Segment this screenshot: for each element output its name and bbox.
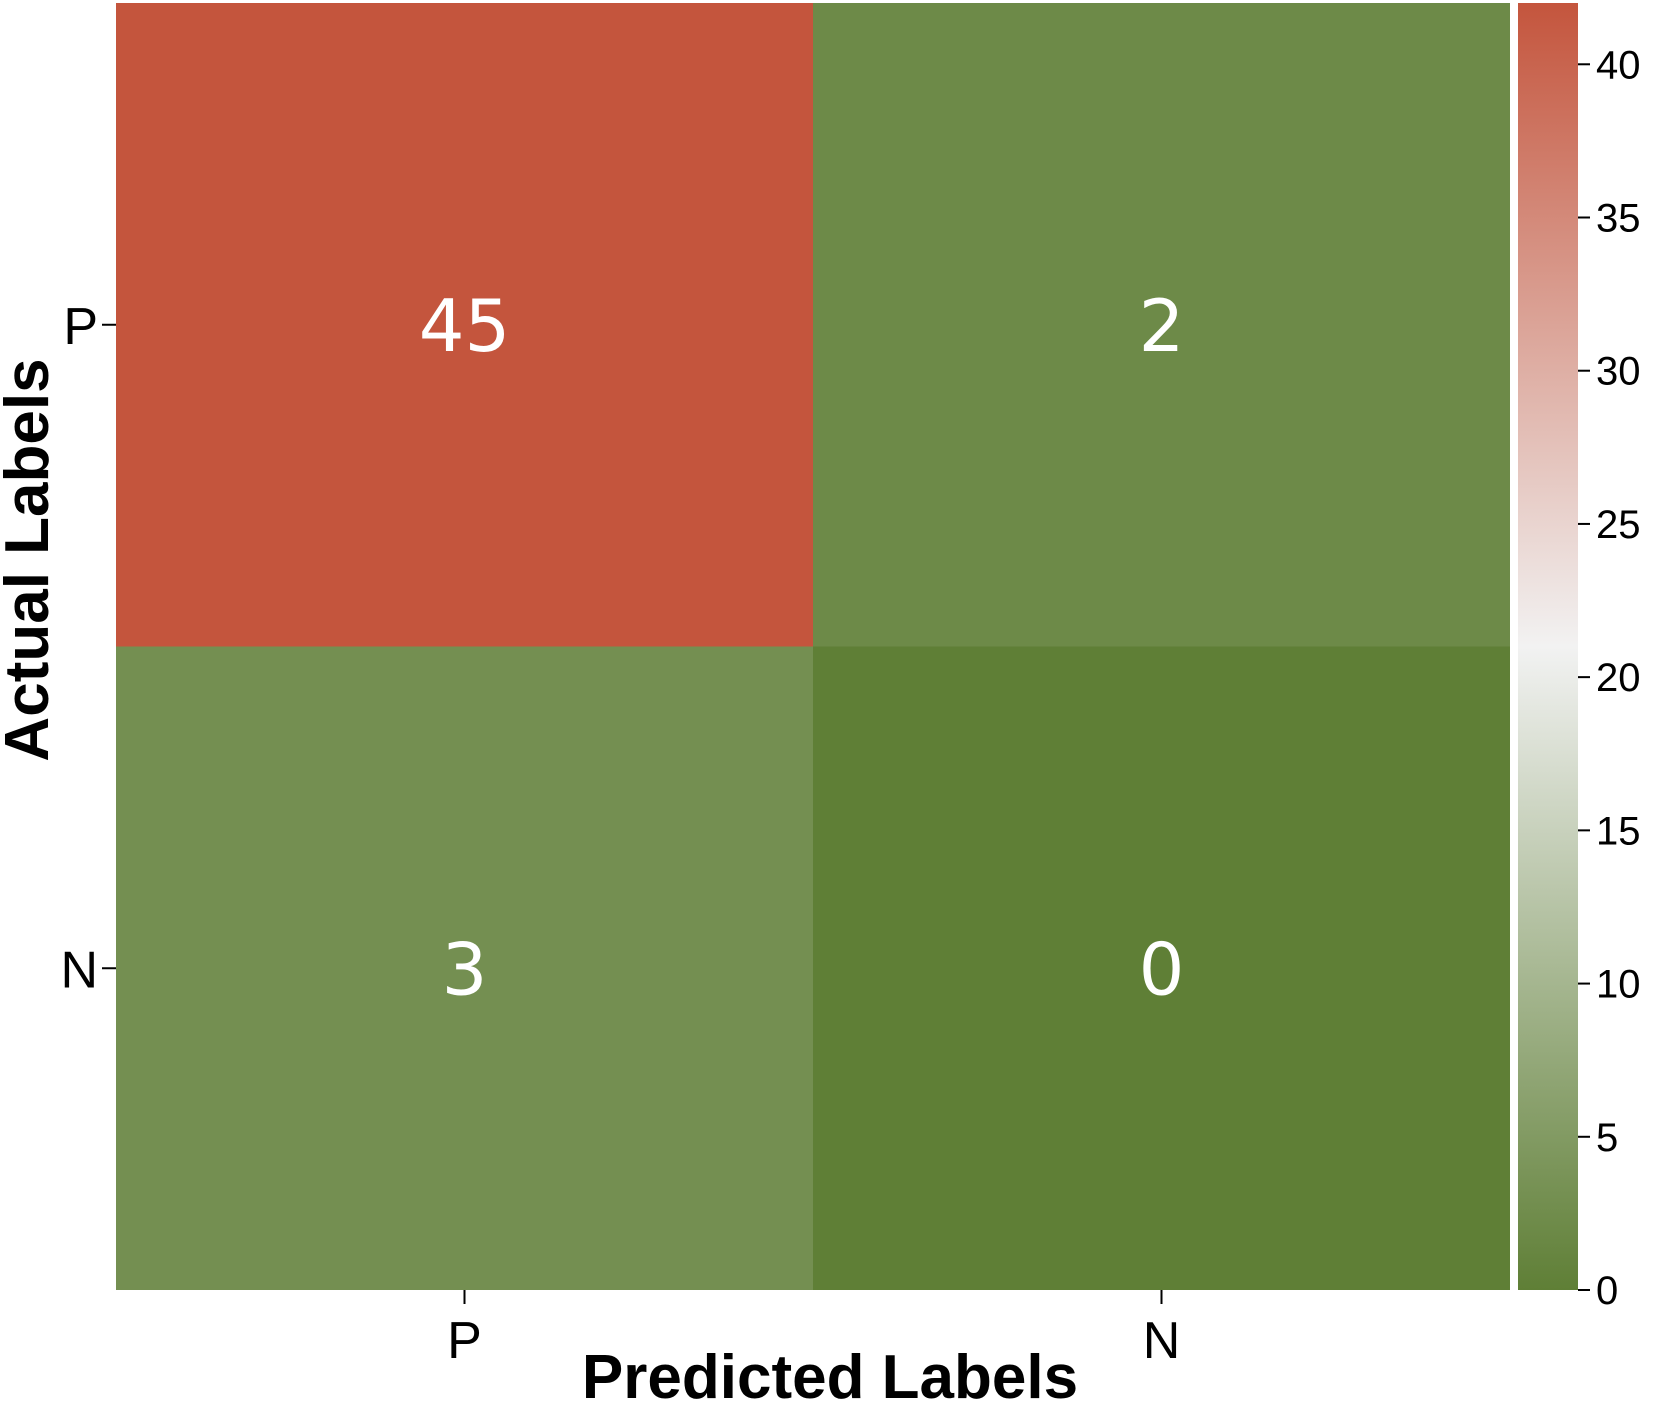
y-tick-label: N: [60, 941, 98, 999]
heatmap-cell: [813, 3, 1510, 647]
y-tick-label: P: [63, 298, 98, 356]
heatmap-cell: [813, 646, 1510, 1290]
cell-value-label: 2: [1139, 284, 1185, 368]
x-axis-title: Predicted Labels: [582, 1343, 1078, 1412]
colorbar-tick-label: 25: [1596, 503, 1641, 547]
colorbar-tick-label: 10: [1596, 963, 1641, 1007]
y-axis-title: Actual Labels: [0, 358, 62, 761]
colorbar-tick-label: 15: [1596, 809, 1641, 853]
x-tick-label: N: [1143, 1312, 1181, 1370]
colorbar-gradient: [1518, 3, 1578, 1290]
colorbar-tick-label: 30: [1596, 350, 1641, 394]
colorbar-tick-label: 20: [1596, 656, 1641, 700]
axes: P N P N: [60, 298, 1180, 1370]
cell-value-label: 45: [419, 284, 511, 368]
heatmap-cells: 45 2 3 0: [116, 3, 1510, 1290]
cell-value-label: 0: [1139, 927, 1185, 1011]
colorbar-tick-label: 5: [1596, 1116, 1618, 1160]
heatmap-cell: [116, 646, 813, 1290]
colorbar-tick-label: 0: [1596, 1269, 1618, 1313]
colorbar-tick-label: 40: [1596, 43, 1641, 87]
colorbar: 0 5 10 15 20 25 30 35 40: [1518, 3, 1641, 1313]
colorbar-tick-label: 35: [1596, 197, 1641, 241]
heatmap-cell: [116, 3, 813, 647]
x-tick-label: P: [447, 1312, 482, 1370]
cell-value-label: 3: [442, 927, 488, 1011]
